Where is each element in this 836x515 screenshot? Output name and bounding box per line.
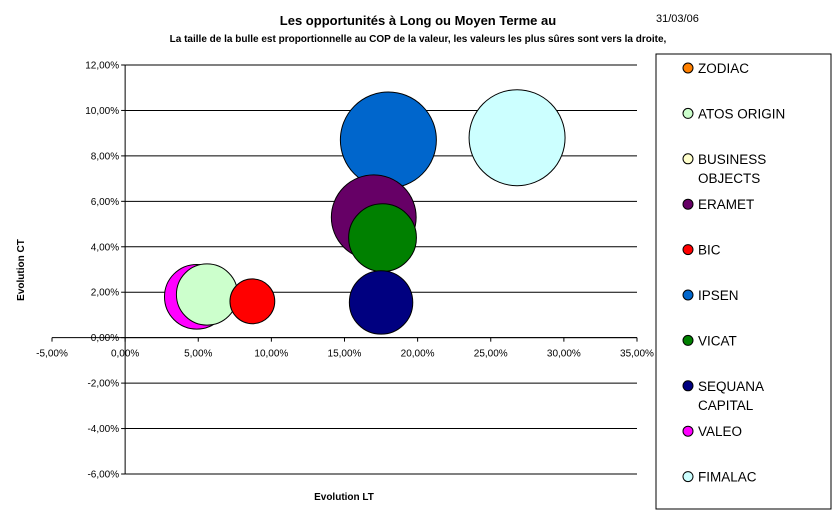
- x-axis: -5,00% 0,00% 5,00% 10,00% 15,00% 20,00% 25,00%…: [36, 337, 654, 360]
- legend-label: ZODIAC: [698, 61, 749, 76]
- legend-label: VICAT: [698, 333, 737, 348]
- y-axis-label: Evolution CT: [16, 239, 27, 301]
- y-axis: 12,00% 10,00% 8,00% 6,00% 4,00% 2,00% 0,00% -2,…: [85, 61, 126, 481]
- legend-label-line2: OBJECTS: [698, 171, 760, 186]
- x-tick-label: 25,00%: [474, 349, 508, 360]
- legend-marker: [682, 62, 694, 74]
- legend-marker: [682, 153, 694, 165]
- x-tick-label: 15,00%: [328, 349, 362, 360]
- bubble-layer: [163, 89, 566, 335]
- legend-label: ERAMET: [698, 197, 754, 212]
- y-tick-label: 12,00%: [85, 61, 119, 72]
- y-tick-label: -6,00%: [87, 470, 119, 481]
- legend-marker: [682, 198, 694, 210]
- chart-date: 31/03/06: [656, 13, 699, 25]
- y-tick-label: 8,00%: [91, 151, 119, 162]
- y-tick-label: 10,00%: [85, 106, 119, 117]
- legend-marker: [682, 380, 694, 392]
- bubble-atos-origin: [175, 263, 239, 326]
- bubble-sequana-capital: [348, 270, 414, 335]
- legend-label: SEQUANA: [698, 379, 764, 394]
- legend-marker: [682, 334, 694, 346]
- legend-label: VALEO: [698, 424, 742, 439]
- bubble-vicat: [348, 203, 417, 273]
- legend-box: [655, 53, 832, 510]
- y-tick-label: 2,00%: [91, 288, 119, 299]
- chart-subtitle: La taille de la bulle est proportionnell…: [170, 34, 667, 45]
- legend-label-line2: CAPITAL: [698, 398, 754, 413]
- x-axis-label: Evolution LT: [314, 492, 374, 503]
- y-tick-label: 6,00%: [91, 197, 119, 208]
- chart-title: Les opportunités à Long ou Moyen Terme a…: [280, 13, 556, 28]
- legend-marker: [682, 425, 694, 437]
- bubble-bic: [229, 278, 276, 325]
- legend-marker: [682, 471, 694, 483]
- legend-marker: [682, 107, 694, 119]
- x-tick-label: 30,00%: [547, 349, 581, 360]
- legend-label: BUSINESS: [698, 152, 766, 167]
- legend-marker: [682, 244, 694, 256]
- y-tick-label: -2,00%: [87, 379, 119, 390]
- x-tick-label: 5,00%: [184, 349, 212, 360]
- legend-label: IPSEN: [698, 288, 739, 303]
- legend-label: ATOS ORIGIN: [698, 106, 785, 121]
- y-tick-label: 0,00%: [91, 333, 119, 344]
- legend-label: BIC: [698, 243, 721, 258]
- y-tick-label: 4,00%: [91, 242, 119, 253]
- x-tick-label: 20,00%: [401, 349, 435, 360]
- legend: ZODIAC ATOS ORIGIN BUSINESS OBJECTS ERAMET BI…: [655, 53, 832, 510]
- bubble-ipsen: [339, 91, 437, 189]
- legend-marker: [682, 289, 694, 301]
- bubble-fimalac: [468, 89, 566, 187]
- x-tick-label: 35,00%: [620, 349, 654, 360]
- x-tick-label: 10,00%: [254, 349, 288, 360]
- y-tick-label: -4,00%: [87, 424, 119, 435]
- legend-label: FIMALAC: [698, 470, 757, 485]
- x-tick-label: -5,00%: [36, 349, 68, 360]
